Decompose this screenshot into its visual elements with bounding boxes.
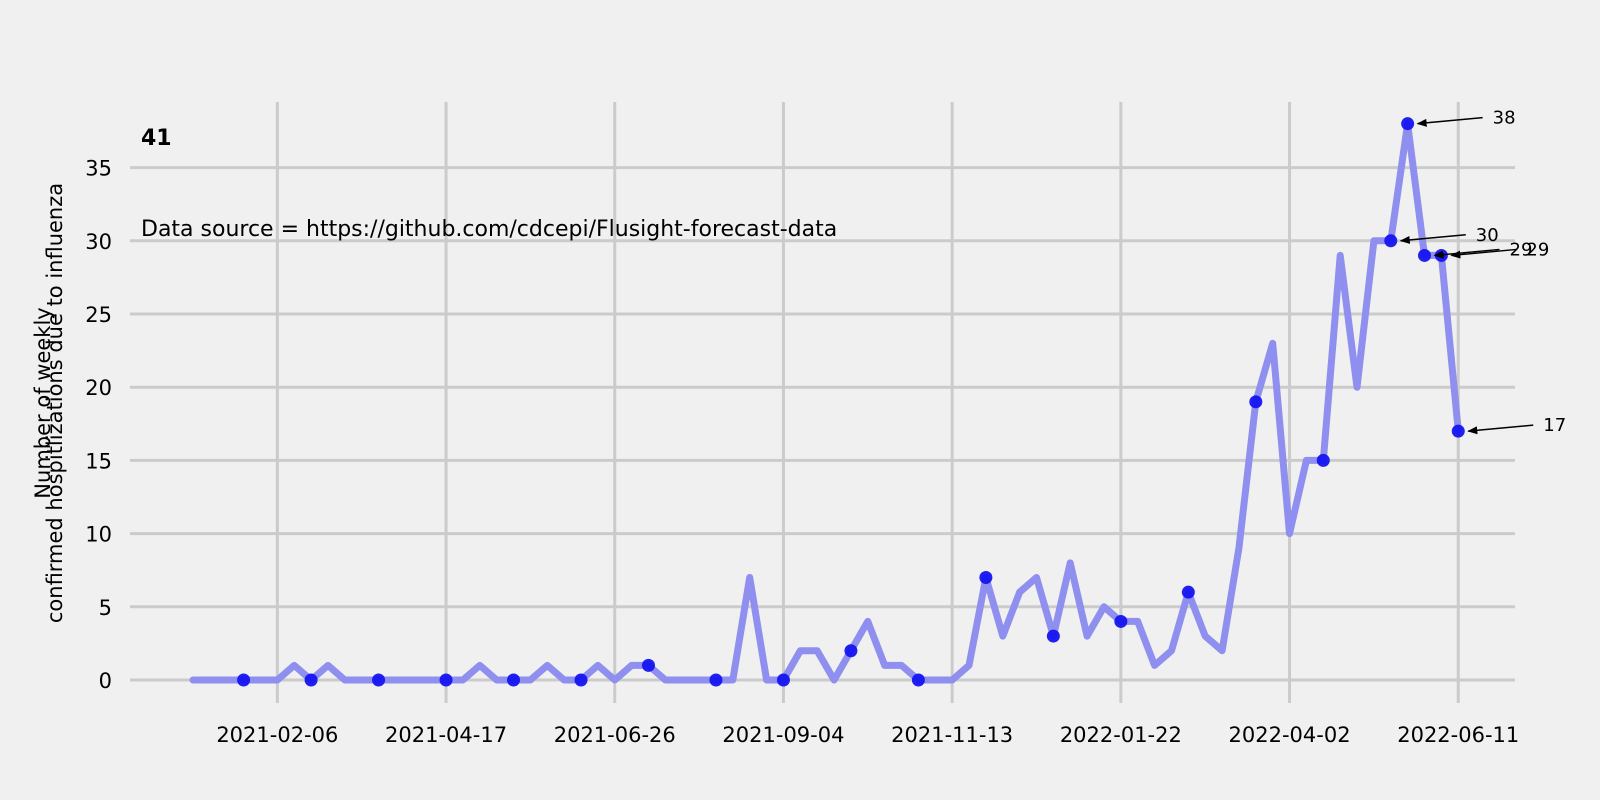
- data-point: [912, 674, 925, 687]
- data-point: [777, 674, 790, 687]
- data-point: [1114, 615, 1127, 628]
- data-point: [709, 674, 722, 687]
- data-point: [1452, 425, 1465, 438]
- x-tick-label: 2021-09-04: [722, 723, 844, 747]
- y-tick-label: 20: [85, 376, 112, 400]
- data-point: [575, 674, 588, 687]
- data-point: [1249, 395, 1262, 408]
- annotation-label: 38: [1493, 108, 1516, 129]
- data-point: [979, 571, 992, 584]
- y-tick-label: 15: [85, 449, 112, 473]
- x-tick-label: 2021-04-17: [385, 723, 507, 747]
- data-point: [1384, 234, 1397, 247]
- data-point: [844, 644, 857, 657]
- annotation-label: 30: [1476, 225, 1499, 246]
- x-tick-label: 2021-06-26: [554, 723, 676, 747]
- annotation-label: 17: [1543, 415, 1566, 436]
- annotation-label: 29: [1526, 239, 1549, 260]
- data-point: [507, 674, 520, 687]
- data-source-text: Data source = https://github.com/cdcepi/…: [141, 217, 837, 242]
- data-point: [1182, 586, 1195, 599]
- y-tick-label: 25: [85, 303, 112, 327]
- y-tick-label: 30: [85, 230, 112, 254]
- x-tick-label: 2022-01-22: [1060, 723, 1182, 747]
- y-tick-label: 35: [85, 157, 112, 181]
- data-point: [372, 674, 385, 687]
- data-point: [642, 659, 655, 672]
- x-tick-label: 2021-02-06: [216, 723, 338, 747]
- data-point: [1047, 630, 1060, 643]
- x-tick-label: 2022-06-11: [1397, 723, 1519, 747]
- y-axis-label-line-2: confirmed hospitlizations due to influen…: [43, 183, 67, 623]
- y-tick-label: 0: [99, 669, 112, 693]
- data-point: [1401, 117, 1414, 130]
- x-tick-label: 2022-04-02: [1229, 723, 1351, 747]
- data-point: [1317, 454, 1330, 467]
- y-tick-label: 5: [99, 596, 112, 620]
- data-point: [305, 674, 318, 687]
- data-point: [237, 674, 250, 687]
- highlight-value: 41: [141, 126, 172, 151]
- data-point: [440, 674, 453, 687]
- y-tick-label: 10: [85, 523, 112, 547]
- data-point: [1418, 249, 1431, 262]
- x-tick-label: 2021-11-13: [891, 723, 1013, 747]
